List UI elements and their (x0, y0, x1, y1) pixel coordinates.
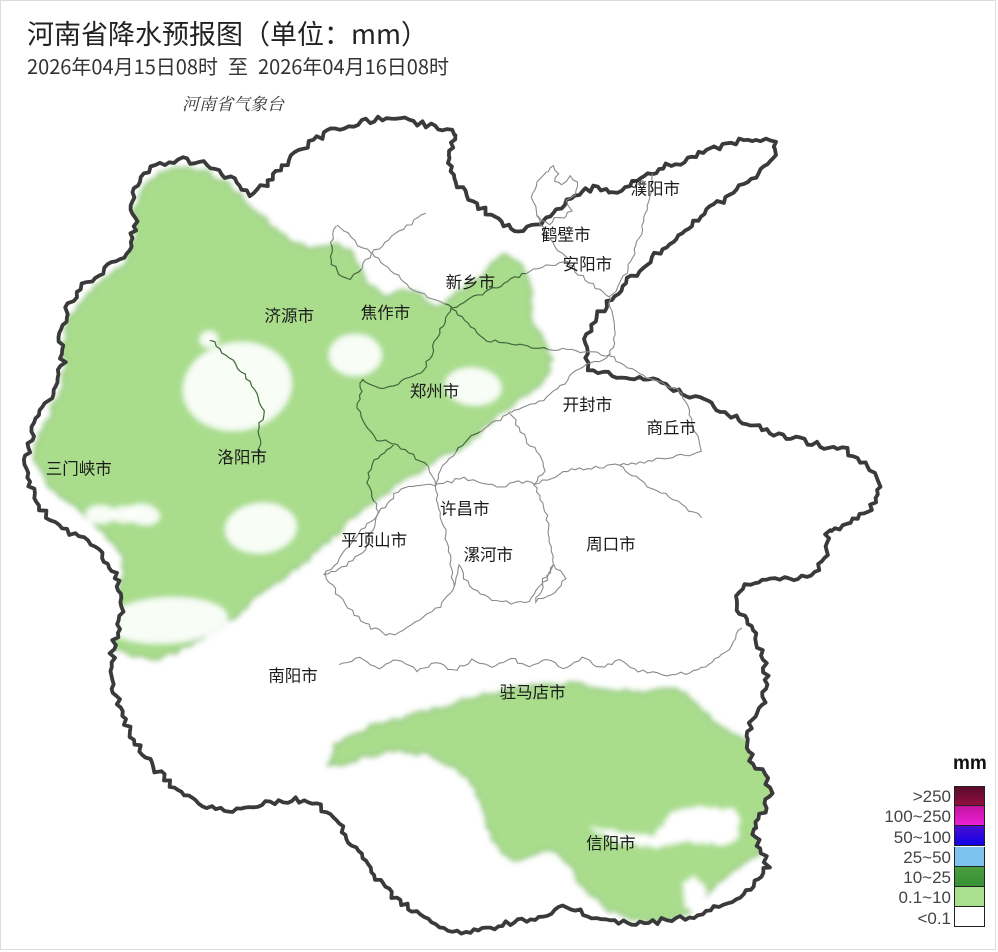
svg-text:漯河市: 漯河市 (464, 546, 514, 565)
svg-text:濮阳市: 濮阳市 (631, 180, 681, 199)
svg-text:新乡市: 新乡市 (446, 273, 496, 292)
svg-text:济源市: 济源市 (264, 307, 314, 326)
svg-text:南阳市: 南阳市 (268, 666, 318, 685)
svg-text:焦作市: 焦作市 (361, 303, 411, 322)
svg-text:鹤壁市: 鹤壁市 (541, 226, 591, 245)
svg-text:三门峡市: 三门峡市 (46, 460, 112, 479)
svg-text:驻马店市: 驻马店市 (500, 683, 566, 702)
svg-text:安阳市: 安阳市 (563, 255, 613, 274)
svg-text:周口市: 周口市 (586, 535, 636, 554)
svg-text:洛阳市: 洛阳市 (217, 448, 267, 467)
svg-text:开封市: 开封市 (563, 396, 613, 415)
svg-text:郑州市: 郑州市 (410, 382, 460, 401)
svg-text:平顶山市: 平顶山市 (341, 531, 407, 550)
svg-text:许昌市: 许昌市 (440, 500, 490, 519)
svg-text:商丘市: 商丘市 (647, 419, 697, 438)
svg-text:信阳市: 信阳市 (586, 834, 636, 853)
